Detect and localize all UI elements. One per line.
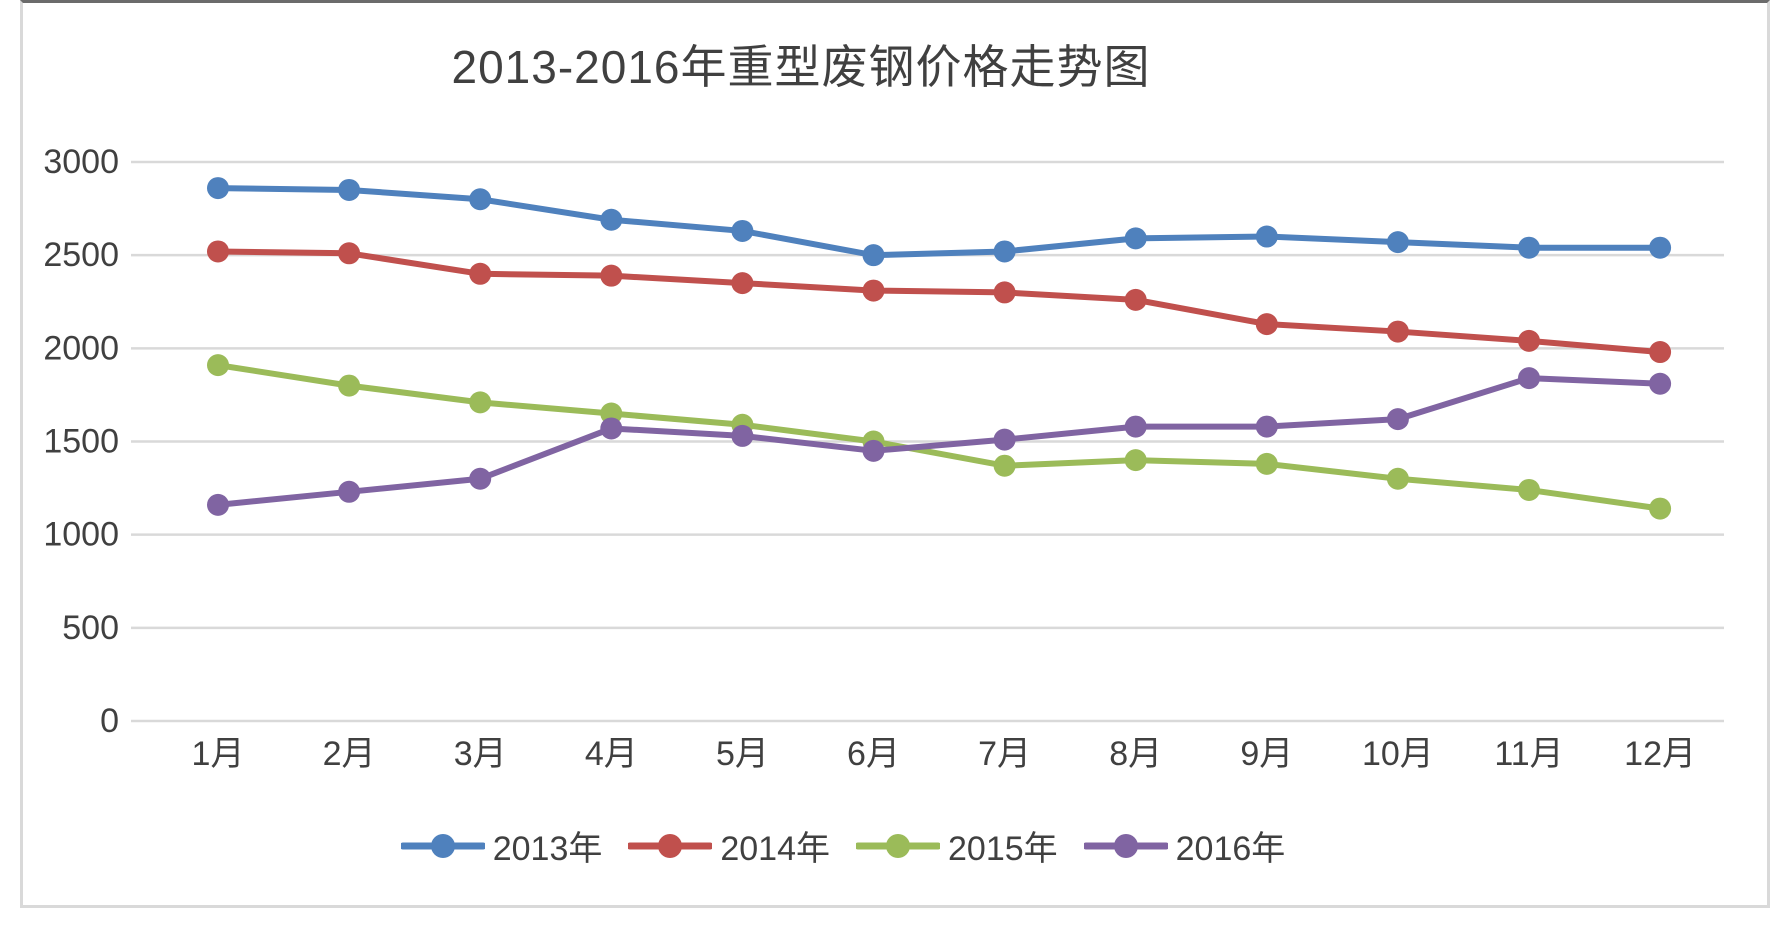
data-point-2013年-2月	[338, 178, 361, 201]
legend-line-marker-icon	[1083, 833, 1168, 858]
data-point-2016年-7月	[993, 428, 1016, 451]
data-point-2013年-8月	[1124, 227, 1147, 250]
data-point-2015年-8月	[1124, 449, 1147, 472]
data-point-2015年-10月	[1386, 467, 1409, 490]
data-point-2013年-5月	[731, 219, 754, 242]
data-point-2013年-4月	[600, 208, 623, 231]
data-point-2013年-6月	[862, 244, 885, 267]
data-point-2015年-3月	[469, 391, 492, 414]
data-point-2016年-2月	[338, 480, 361, 503]
data-point-2016年-1月	[207, 493, 229, 516]
data-point-2016年-9月	[1255, 415, 1278, 438]
data-point-2015年-11月	[1518, 478, 1540, 501]
x-axis-tick-label: 8月	[1109, 735, 1162, 773]
data-point-2016年-4月	[600, 417, 623, 440]
x-axis-tick-label: 9月	[1240, 735, 1293, 773]
legend-item-2016年: 2016年	[1083, 821, 1286, 870]
data-point-2013年-10月	[1386, 231, 1409, 254]
data-point-2014年-8月	[1124, 288, 1147, 311]
legend-line-marker-icon	[856, 833, 940, 858]
data-point-2013年-12月	[1649, 236, 1672, 259]
data-point-2014年-2月	[338, 242, 361, 265]
legend-line-marker-icon	[628, 833, 713, 858]
legend-item-2015年: 2015年	[856, 821, 1058, 870]
legend-item-2013年: 2013年	[400, 821, 603, 870]
data-point-2014年-10月	[1386, 320, 1409, 343]
chart-panel: 2013-2016年重型废钢价格走势图 0 500 1000 1500 2000 2500…	[20, 0, 1770, 908]
data-point-2013年-3月	[469, 188, 492, 211]
legend-label: 2014年	[720, 830, 830, 868]
x-axis-tick-label: 3月	[454, 735, 507, 773]
data-point-2016年-8月	[1124, 415, 1147, 438]
data-point-2013年-1月	[207, 177, 229, 200]
data-point-2015年-1月	[207, 354, 229, 377]
data-point-2016年-10月	[1386, 408, 1409, 431]
y-axis-tick-label: 500	[62, 609, 119, 647]
x-axis-tick-label: 1月	[192, 735, 245, 773]
legend-label: 2016年	[1175, 830, 1286, 868]
series-line-2014年	[215, 248, 1664, 356]
data-point-2015年-2月	[338, 374, 361, 397]
data-point-2015年-9月	[1255, 452, 1278, 475]
legend-item-2014年: 2014年	[628, 821, 830, 870]
x-axis-tick-label: 7月	[978, 735, 1031, 773]
y-axis-tick-label: 1500	[43, 423, 119, 461]
data-point-2015年-7月	[993, 454, 1016, 477]
data-point-2014年-3月	[469, 262, 492, 285]
legend-label: 2013年	[492, 830, 603, 868]
data-point-2014年-1月	[207, 240, 229, 263]
y-axis-tick-label: 2000	[43, 329, 119, 367]
chart-legend: 2013年 2014年 2015年 2016年	[23, 821, 1663, 870]
x-axis-tick-label: 12月	[1624, 735, 1696, 773]
y-axis-tick-label: 0	[100, 702, 119, 740]
x-axis-tick-label: 2月	[323, 735, 376, 773]
data-point-2014年-9月	[1255, 313, 1278, 336]
series-line-2015年	[215, 362, 1664, 512]
series-line-2013年	[215, 185, 1664, 259]
data-point-2013年-9月	[1255, 225, 1278, 248]
legend-line-marker-icon	[400, 833, 485, 858]
data-point-2016年-6月	[862, 439, 885, 462]
x-axis-tick-label: 6月	[847, 735, 900, 773]
data-point-2015年-12月	[1649, 497, 1672, 520]
y-axis-tick-label: 1000	[43, 516, 119, 554]
data-point-2014年-4月	[600, 264, 623, 287]
data-point-2016年-5月	[731, 424, 754, 447]
data-point-2016年-12月	[1649, 372, 1672, 395]
y-axis-tick-label: 3000	[43, 143, 119, 181]
data-point-2014年-12月	[1649, 341, 1672, 364]
data-point-2013年-7月	[993, 240, 1016, 263]
legend-label: 2015年	[948, 830, 1058, 868]
x-axis-tick-label: 5月	[716, 735, 769, 773]
y-axis-tick-label: 2500	[43, 236, 119, 274]
price-trend-line-chart: 0 500 1000 1500 2000 2500 3000 1月 2月 3月 4月 5月 6月 7月 8月…	[43, 143, 1724, 773]
data-point-2014年-6月	[862, 279, 885, 302]
x-axis-tick-label: 4月	[585, 735, 638, 773]
data-point-2016年-3月	[469, 467, 492, 490]
data-point-2016年-11月	[1518, 367, 1540, 390]
data-point-2014年-5月	[731, 272, 754, 295]
x-axis-tick-label: 10月	[1362, 735, 1434, 773]
chart-title: 2013-2016年重型废钢价格走势图	[451, 41, 1151, 93]
data-point-2014年-11月	[1518, 329, 1540, 352]
data-point-2013年-11月	[1518, 236, 1540, 259]
data-point-2014年-7月	[993, 281, 1016, 304]
series-line-2016年	[215, 375, 1664, 508]
x-axis-tick-label: 11月	[1494, 735, 1563, 773]
